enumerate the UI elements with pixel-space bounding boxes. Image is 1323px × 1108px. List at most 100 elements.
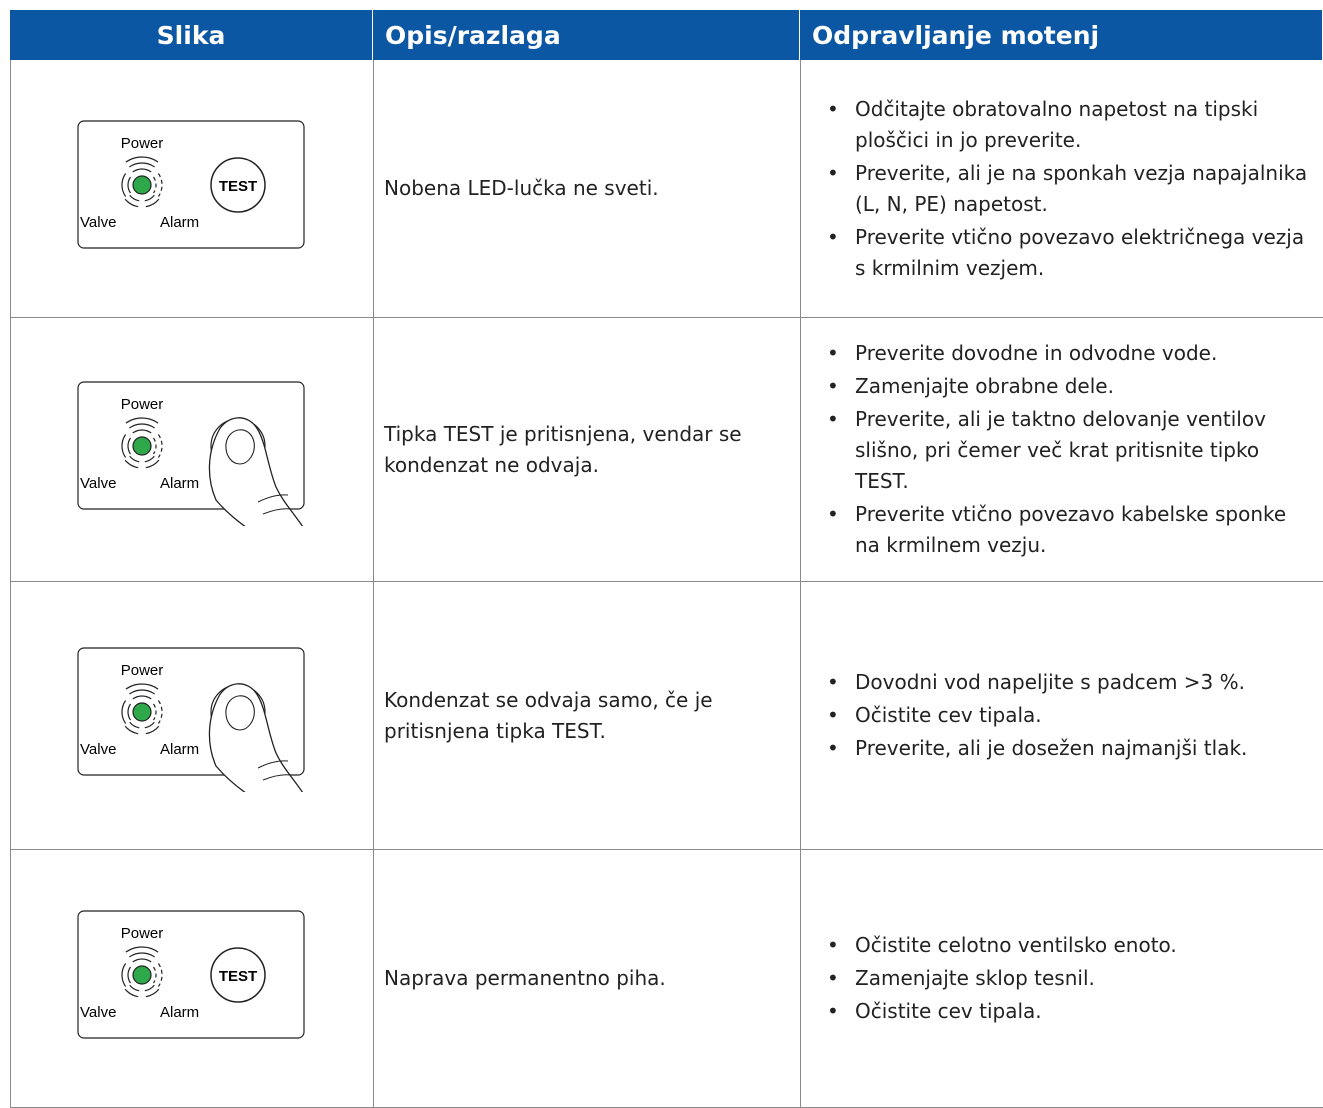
signal-arc [124,198,139,207]
signal-arc [129,162,155,168]
remedies-cell: Dovodni vod napeljite s padcem >3 %.Očis… [800,582,1323,849]
panel-label: Valve [80,475,116,492]
remedy: Dovodni vod napeljite s padcem >3 %. [811,667,1247,698]
remedy: Očistite celotno ventilsko enoto. [811,930,1177,961]
header-cell: Opis/razlaga [373,10,800,60]
led [132,174,152,195]
signal-arc [132,957,152,962]
signal-arc [152,437,157,454]
description: Nobena LED-lučka ne sveti. [384,176,659,200]
signal-arc [132,167,152,172]
button-label: TEST [219,968,257,985]
table-row: Power Valve Alarm Tipka TEST je pritisnj… [10,318,1323,582]
panel-label: Power [121,396,164,413]
signal-arc [121,699,127,724]
signal-arc [145,725,160,734]
signal-arc [157,433,163,458]
remedy: Preverite, ali je taktno delovanje venti… [811,404,1315,497]
signal-arc [121,172,127,197]
signal-arc [129,689,155,695]
table-header: Slika Opis/razlaga Odpravljanje motenj [10,10,1323,60]
remedy: Preverite vtično povezavo električnega v… [811,222,1315,284]
table: Slika Opis/razlaga Odpravljanje motenj P… [10,10,1323,1108]
led [132,964,152,985]
signal-arc [124,459,139,468]
panel-label: Valve [80,214,116,231]
description-cell: Nobena LED-lučka ne sveti. [373,60,800,317]
signal-arc [152,703,157,720]
description: Kondenzat se odvaja samo, če je pritisnj… [384,687,713,743]
finger-crease [257,759,292,780]
signal-arc [129,952,155,958]
remedy: Preverite vtično povezavo kabelske sponk… [811,499,1315,561]
signal-arc [127,176,132,193]
signal-arc [121,433,127,458]
remedy: Preverite dovodne in odvodne vode. [811,338,1315,369]
image-cell: Power Valve Alarm [10,318,373,581]
finger [208,682,304,792]
panel-label: Valve [80,741,116,758]
test-button [210,156,266,213]
signal-arc [157,962,163,987]
remedies-cell: Preverite dovodne in odvodne vode.Zamenj… [800,318,1323,581]
description: Tipka TEST je pritisnjena, vendar se kon… [384,421,742,477]
panel-label: Alarm [160,741,199,758]
signal-arc [144,721,155,728]
signal-arc [157,699,163,724]
panel-label: Alarm [160,1004,199,1021]
signal-arc [125,682,159,690]
remedy: Zamenjajte obrabne dele. [811,371,1315,402]
led [132,435,152,456]
remedy-list: Preverite dovodne in odvodne vode.Zamenj… [811,336,1315,563]
image-cell: Power Valve Alarm TEST [10,850,373,1107]
header-cell: Odpravljanje motenj [800,10,1323,60]
signal-arc [129,194,140,201]
remedies-cell: Očistite celotno ventilsko enoto.Zamenja… [800,850,1323,1107]
button-label: TEST [219,178,257,195]
signal-arc [124,725,139,734]
finger-crease [257,493,292,514]
remedy: Preverite, ali je dosežen najmanjši tlak… [811,733,1247,764]
panel-frame [77,119,305,249]
remedies-cell: Odčitajte obratovalno napetost na tipski… [800,60,1323,317]
signal-arc [127,703,132,720]
panel-label: Alarm [160,214,199,231]
image-cell: Power Valve Alarm TEST [10,60,373,317]
signal-arc [121,962,127,987]
panel-image: Power Valve Alarm [77,646,305,792]
fingernail [225,694,255,731]
led [132,701,152,722]
description-cell: Naprava permanentno piha. [373,850,800,1107]
fingernail [225,428,255,465]
panel-label: Valve [80,1004,116,1021]
table-row: Power Valve Alarm TEST Naprava permanent… [10,850,1323,1108]
remedy-list: Očistite celotno ventilsko enoto.Zamenja… [811,928,1177,1029]
remedy: Zamenjajte sklop tesnil. [811,963,1177,994]
signal-arc [127,966,132,983]
finger [208,416,304,526]
description-cell: Kondenzat se odvaja samo, če je pritisnj… [373,582,800,849]
signal-arc [125,945,159,953]
panel-label: Alarm [160,475,199,492]
description-cell: Tipka TEST je pritisnjena, vendar se kon… [373,318,800,581]
remedy-list: Odčitajte obratovalno napetost na tipski… [811,92,1315,286]
image-cell: Power Valve Alarm [10,582,373,849]
signal-arc [129,721,140,728]
remedy-list: Dovodni vod napeljite s padcem >3 %.Očis… [811,665,1247,766]
signal-arc [144,984,155,991]
signal-arc [125,155,159,163]
panel-frame [77,909,305,1039]
panel-image: Power Valve Alarm [77,380,305,526]
signal-arc [152,966,157,983]
panel-image: Power Valve Alarm TEST [77,909,305,1039]
signal-arc [125,416,159,424]
remedy: Očistite cev tipala. [811,996,1177,1027]
signal-arc [144,194,155,201]
table-row: Power Valve Alarm Kondenzat se odvaja sa… [10,582,1323,850]
signal-arc [132,428,152,433]
table-row: Power Valve Alarm TEST Nobena LED-lučka … [10,60,1323,318]
signal-arc [145,988,160,997]
panel-label: Power [121,135,164,152]
remedy: Preverite, ali je na sponkah vezja napaj… [811,158,1315,220]
